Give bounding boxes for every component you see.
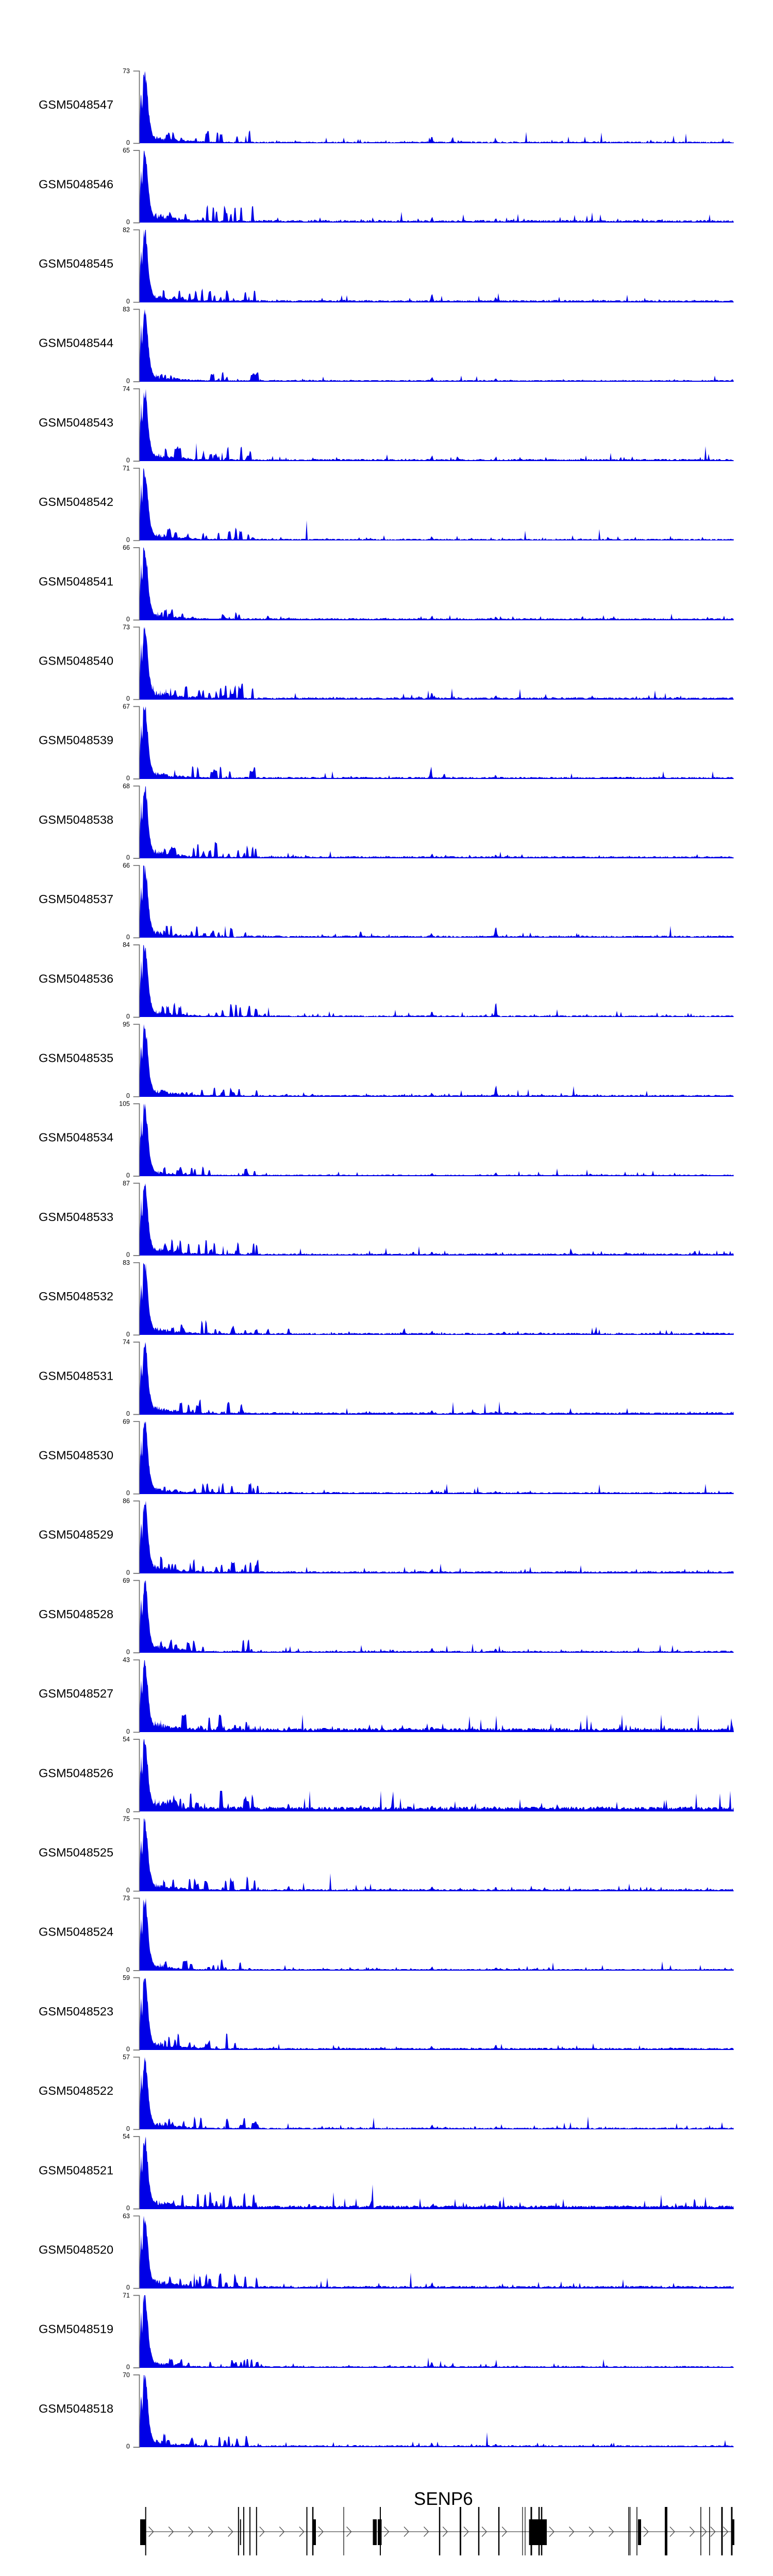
svg-text:0: 0 [126, 536, 130, 544]
svg-text:73: 73 [123, 623, 130, 631]
svg-text:83: 83 [123, 306, 130, 313]
svg-text:0: 0 [126, 298, 130, 305]
svg-text:0: 0 [126, 218, 130, 226]
svg-text:73: 73 [123, 67, 130, 75]
svg-text:GSM5048541: GSM5048541 [39, 574, 113, 588]
svg-text:GSM5048538: GSM5048538 [39, 813, 113, 826]
svg-text:0: 0 [126, 1410, 130, 1417]
svg-text:86: 86 [123, 1498, 130, 1505]
svg-text:0: 0 [126, 2125, 130, 2132]
svg-text:0: 0 [126, 1966, 130, 1973]
svg-text:GSM5048528: GSM5048528 [39, 1607, 113, 1621]
svg-text:GSM5048543: GSM5048543 [39, 416, 113, 429]
svg-text:GSM5048518: GSM5048518 [39, 2402, 113, 2415]
svg-text:73: 73 [123, 1895, 130, 1902]
svg-text:0: 0 [126, 2443, 130, 2450]
svg-text:GSM5048544: GSM5048544 [39, 336, 113, 350]
svg-text:74: 74 [123, 1338, 130, 1346]
svg-text:GSM5048526: GSM5048526 [39, 1766, 113, 1780]
svg-text:69: 69 [123, 1577, 130, 1584]
svg-text:GSM5048542: GSM5048542 [39, 495, 113, 509]
svg-text:GSM5048519: GSM5048519 [39, 2323, 113, 2336]
svg-text:54: 54 [123, 1736, 130, 1743]
svg-text:70: 70 [123, 2371, 130, 2379]
svg-text:0: 0 [126, 1331, 130, 1338]
svg-text:75: 75 [123, 1815, 130, 1822]
svg-text:GSM5048534: GSM5048534 [39, 1131, 113, 1144]
svg-text:GSM5048546: GSM5048546 [39, 177, 113, 191]
svg-text:0: 0 [126, 1489, 130, 1497]
svg-text:0: 0 [126, 1251, 130, 1259]
svg-text:GSM5048537: GSM5048537 [39, 892, 113, 906]
svg-text:0: 0 [126, 2284, 130, 2291]
svg-text:54: 54 [123, 2133, 130, 2140]
svg-text:87: 87 [123, 1180, 130, 1187]
svg-text:SENP6: SENP6 [414, 2489, 473, 2509]
svg-text:GSM5048529: GSM5048529 [39, 1528, 113, 1541]
svg-text:65: 65 [123, 147, 130, 154]
svg-text:68: 68 [123, 783, 130, 790]
svg-text:67: 67 [123, 703, 130, 710]
svg-text:43: 43 [123, 1656, 130, 1664]
svg-text:GSM5048536: GSM5048536 [39, 972, 113, 985]
svg-text:GSM5048530: GSM5048530 [39, 1449, 113, 1462]
svg-text:63: 63 [123, 2212, 130, 2219]
svg-text:82: 82 [123, 226, 130, 233]
svg-text:0: 0 [126, 774, 130, 782]
svg-text:GSM5048539: GSM5048539 [39, 734, 113, 747]
svg-text:0: 0 [126, 1092, 130, 1099]
svg-text:0: 0 [126, 1569, 130, 1576]
svg-text:0: 0 [126, 139, 130, 146]
svg-text:GSM5048547: GSM5048547 [39, 98, 113, 111]
svg-text:0: 0 [126, 1807, 130, 1815]
svg-text:GSM5048520: GSM5048520 [39, 2243, 113, 2257]
svg-text:0: 0 [126, 934, 130, 941]
svg-text:0: 0 [126, 1013, 130, 1020]
svg-text:0: 0 [126, 2363, 130, 2370]
svg-text:66: 66 [123, 862, 130, 869]
svg-text:84: 84 [123, 941, 130, 948]
svg-text:69: 69 [123, 1418, 130, 1425]
svg-text:71: 71 [123, 465, 130, 472]
svg-text:0: 0 [126, 1172, 130, 1179]
svg-text:GSM5048532: GSM5048532 [39, 1290, 113, 1303]
svg-text:0: 0 [126, 854, 130, 861]
svg-text:GSM5048523: GSM5048523 [39, 2005, 113, 2018]
svg-text:GSM5048540: GSM5048540 [39, 654, 113, 668]
svg-text:0: 0 [126, 1887, 130, 1894]
svg-text:0: 0 [126, 377, 130, 384]
svg-text:GSM5048522: GSM5048522 [39, 2084, 113, 2097]
svg-text:0: 0 [126, 457, 130, 464]
svg-text:0: 0 [126, 695, 130, 702]
svg-text:0: 0 [126, 616, 130, 623]
svg-text:GSM5048531: GSM5048531 [39, 1369, 113, 1382]
svg-text:59: 59 [123, 1974, 130, 1981]
svg-text:GSM5048535: GSM5048535 [39, 1052, 113, 1065]
svg-text:GSM5048545: GSM5048545 [39, 257, 113, 270]
svg-text:0: 0 [126, 2046, 130, 2053]
svg-text:GSM5048524: GSM5048524 [39, 1925, 113, 1939]
svg-text:0: 0 [126, 1649, 130, 1656]
svg-text:GSM5048525: GSM5048525 [39, 1846, 113, 1859]
svg-text:0: 0 [126, 2205, 130, 2212]
svg-text:83: 83 [123, 1259, 130, 1266]
svg-text:71: 71 [123, 2292, 130, 2299]
svg-text:105: 105 [119, 1100, 130, 1108]
svg-text:0: 0 [126, 1728, 130, 1735]
svg-text:GSM5048533: GSM5048533 [39, 1210, 113, 1224]
svg-text:66: 66 [123, 544, 130, 551]
svg-text:74: 74 [123, 385, 130, 393]
svg-text:GSM5048521: GSM5048521 [39, 2163, 113, 2177]
svg-text:95: 95 [123, 1021, 130, 1028]
svg-text:57: 57 [123, 2054, 130, 2061]
svg-text:GSM5048527: GSM5048527 [39, 1687, 113, 1700]
